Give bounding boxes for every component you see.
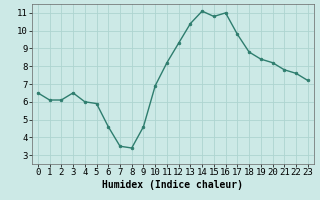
X-axis label: Humidex (Indice chaleur): Humidex (Indice chaleur) xyxy=(102,180,243,190)
